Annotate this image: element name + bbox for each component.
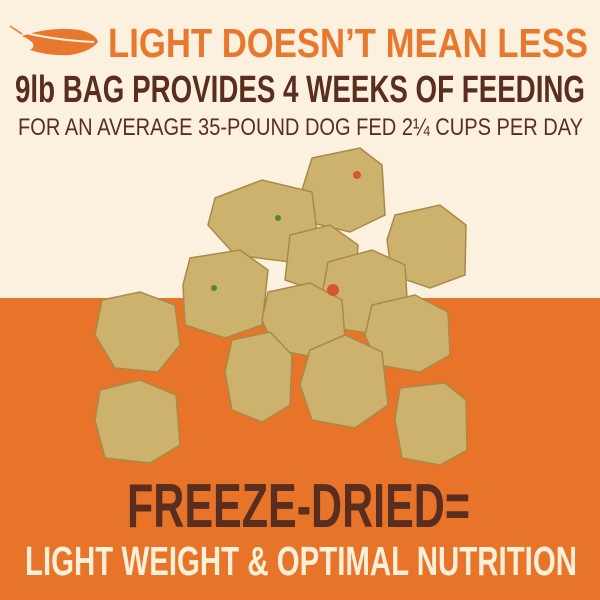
feeding-note: FOR AN AVERAGE 35-POUND DOG FED 2¼ CUPS … [18, 114, 583, 141]
food-chunk [386, 204, 467, 289]
tagline: LIGHT WEIGHT & OPTIMAL NUTRITION [25, 538, 577, 584]
subtitle: 9lb BAG PROVIDES 4 WEEKS OF FEEDING [15, 69, 585, 111]
food-chunk [94, 291, 181, 373]
food-chunk [94, 379, 181, 464]
food-chunk [364, 294, 451, 373]
title: LIGHT DOESN’T MEAN LESS [108, 20, 588, 66]
freeze-dried-headline: FREEZE-DRIED= [127, 472, 470, 541]
food-chunk [224, 331, 293, 423]
food-chunk [182, 249, 269, 339]
feather-icon [9, 25, 98, 56]
food-chunk [394, 382, 468, 466]
food-chunks-image [94, 147, 468, 466]
food-chunk [299, 334, 389, 429]
